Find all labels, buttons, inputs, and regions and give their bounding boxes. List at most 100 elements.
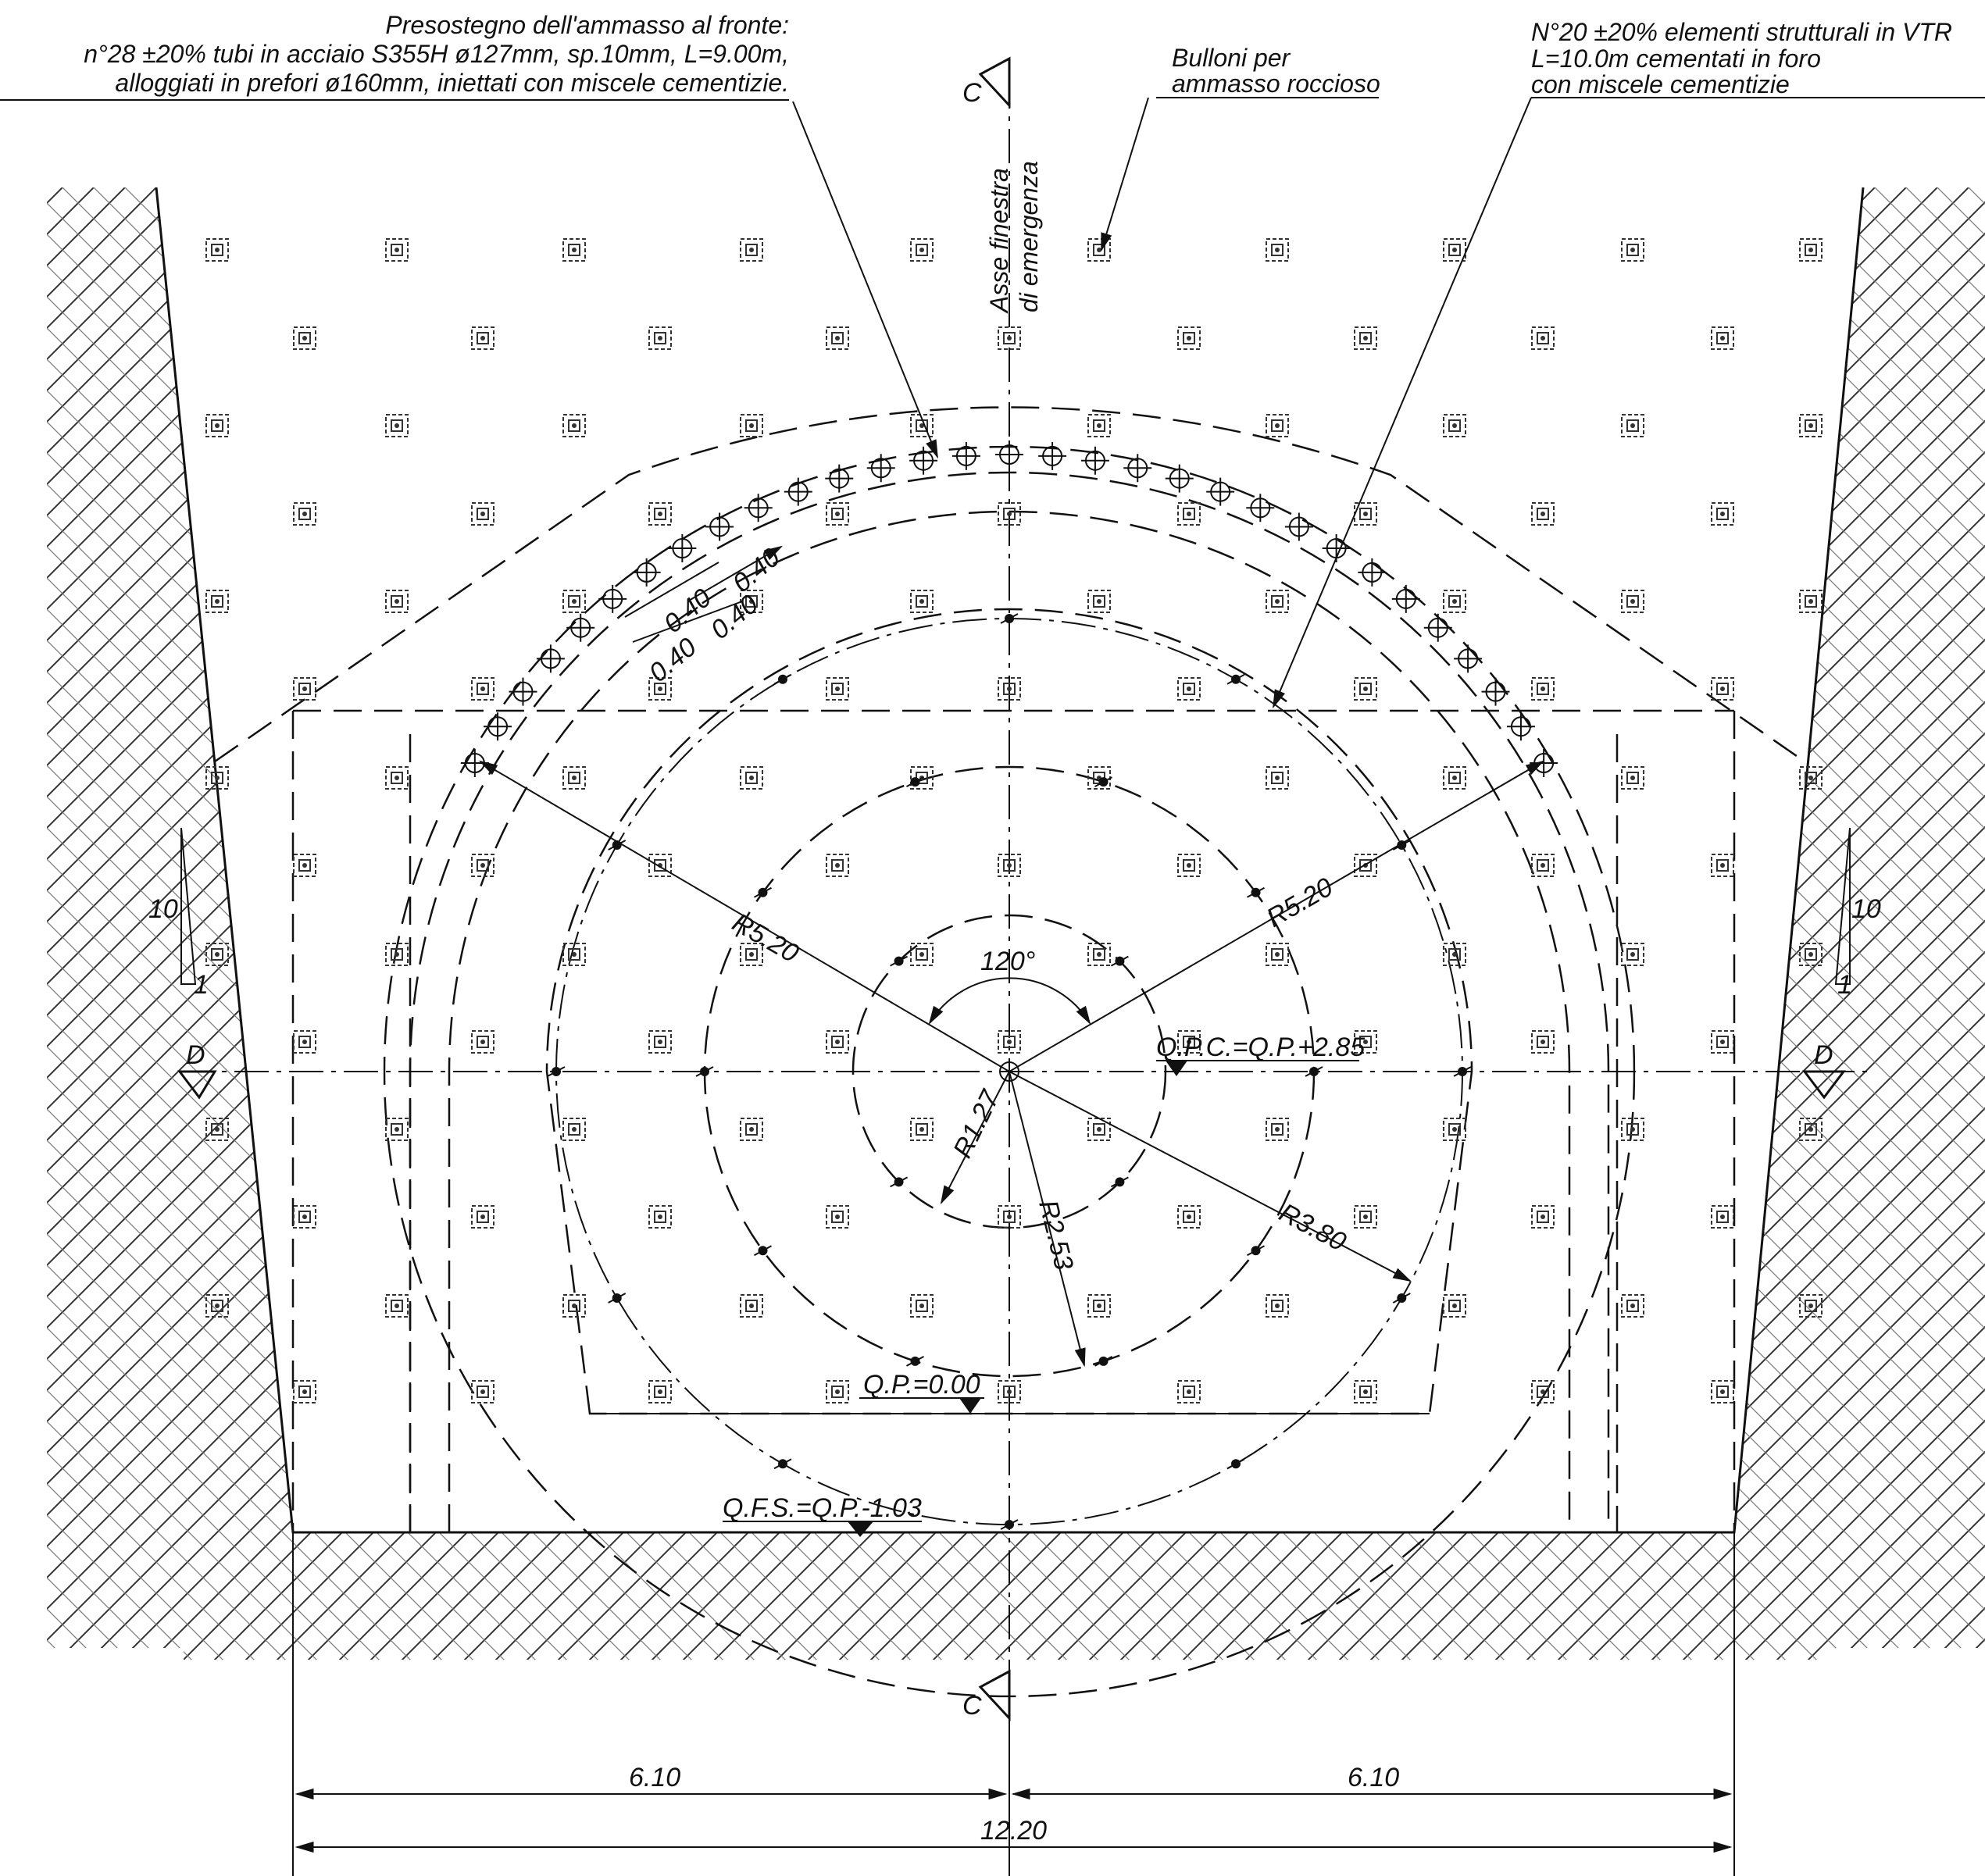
crossed-circle-icon xyxy=(536,644,565,673)
crossed-circle-icon xyxy=(705,512,734,541)
section-mark-d-left: D xyxy=(186,1040,205,1070)
bolt-square-icon xyxy=(1266,943,1289,966)
bolt-square-icon xyxy=(740,1118,763,1141)
bolt-square-icon xyxy=(740,943,763,966)
bolt-square-icon xyxy=(1087,590,1111,613)
bolt-square-icon xyxy=(998,1205,1021,1229)
bolt-square-icon xyxy=(293,1205,316,1229)
bolt-square-icon xyxy=(910,943,934,966)
bolt-square-icon xyxy=(1711,1205,1734,1229)
bolt-square-icon xyxy=(648,1205,672,1229)
bolt-square-icon xyxy=(1443,1118,1466,1141)
bolt-square-icon xyxy=(1266,590,1289,613)
axis-label-line2: di emergenza xyxy=(1015,161,1043,312)
bolt-square-icon xyxy=(562,1118,586,1141)
bolts-note-line1: Bulloni per xyxy=(1172,44,1291,72)
bolt-square-icon xyxy=(385,1118,409,1141)
bolt-square-icon xyxy=(205,590,229,613)
crossed-circle-icon xyxy=(1206,477,1235,506)
crossed-circle-icon xyxy=(484,712,512,741)
level-opc: Q.P.C.=Q.P.+2.85 xyxy=(1156,1033,1365,1062)
bolt-square-icon xyxy=(1266,766,1289,790)
vtr-elements xyxy=(547,613,1472,1530)
bolt-square-icon xyxy=(1354,1030,1377,1054)
bolt-square-icon xyxy=(1799,766,1823,790)
dot-icon xyxy=(1000,613,1019,624)
bolt-square-icon xyxy=(1799,590,1823,613)
bolt-square-icon xyxy=(385,943,409,966)
bolt-square-icon xyxy=(293,326,316,350)
bolt-square-icon xyxy=(1531,1380,1555,1403)
bolt-square-icon xyxy=(910,590,934,613)
bolt-square-icon xyxy=(1266,414,1289,437)
bolt-square-icon xyxy=(648,1380,672,1403)
vtr-note-line2: L=10.0m cementati in foro xyxy=(1531,45,1821,73)
bolt-square-icon xyxy=(1354,1380,1377,1403)
bolt-square-icon xyxy=(1354,1205,1377,1229)
dot-icon xyxy=(754,886,772,898)
dot-icon xyxy=(1392,1293,1411,1304)
crossed-circle-icon xyxy=(744,494,773,522)
bolt-square-icon xyxy=(1177,1380,1201,1403)
rock-right xyxy=(1734,187,1985,1660)
dot-icon xyxy=(547,1066,566,1077)
bolt-square-icon xyxy=(1531,1205,1555,1229)
bolt-square-icon xyxy=(385,1294,409,1318)
crossed-circle-icon xyxy=(1423,613,1452,642)
slope-rise-right: 10 xyxy=(1851,894,1881,924)
bolt-square-icon xyxy=(1443,1294,1466,1318)
bolt-square-icon xyxy=(826,1030,849,1054)
bolt-square-icon xyxy=(1621,238,1644,262)
bolt-square-icon xyxy=(1087,1118,1111,1141)
crossed-circle-icon xyxy=(509,677,537,706)
angle-label: 120° xyxy=(980,947,1035,976)
dot-icon xyxy=(1453,1066,1472,1077)
bolt-square-icon xyxy=(826,854,849,877)
bolt-square-icon xyxy=(562,1294,586,1318)
bolt-square-icon xyxy=(998,854,1021,877)
dot-icon xyxy=(1000,1519,1019,1530)
crossed-circle-icon xyxy=(566,613,595,642)
crossed-circle-icon xyxy=(995,440,1023,469)
bolt-square-icon xyxy=(562,414,586,437)
bolt-square-icon xyxy=(1177,677,1201,701)
dot-icon xyxy=(695,1066,714,1077)
dot-icon xyxy=(1226,1458,1245,1470)
section-mark-d-right: D xyxy=(1814,1040,1833,1070)
crossed-circle-icon xyxy=(1284,512,1313,541)
dimension-total: 12.20 xyxy=(980,1816,1047,1846)
bolt-square-icon xyxy=(740,1294,763,1318)
crossed-circle-icon xyxy=(909,446,938,475)
dot-icon xyxy=(1305,1066,1323,1077)
dot-icon xyxy=(1110,955,1129,967)
bolt-square-icon xyxy=(385,590,409,613)
vtr-note-line1: N°20 ±20% elementi strutturali in VTR xyxy=(1531,18,1952,46)
bolt-square-icon xyxy=(998,1030,1021,1054)
crossed-circle-icon xyxy=(598,584,627,613)
rock-floor xyxy=(293,1532,1734,1660)
crossed-circle-icon xyxy=(1530,749,1558,777)
bolt-square-icon xyxy=(1711,854,1734,877)
slope-run-left: 1 xyxy=(194,970,209,1000)
bolt-square-icon xyxy=(1799,238,1823,262)
bolt-square-icon xyxy=(1531,854,1555,877)
radius-r127: R1.27 xyxy=(948,1085,1005,1162)
crossed-circle-icon xyxy=(1165,464,1194,493)
radius-r253: R2.53 xyxy=(1033,1197,1079,1273)
bolt-square-icon xyxy=(205,414,229,437)
bolt-square-icon xyxy=(1621,414,1644,437)
bolt-square-icon xyxy=(1266,238,1289,262)
bolt-square-icon xyxy=(1087,414,1111,437)
radius-r380: R3.80 xyxy=(1274,1198,1351,1257)
bolt-square-icon xyxy=(471,854,494,877)
bolt-square-icon xyxy=(293,502,316,526)
bolt-square-icon xyxy=(648,1030,672,1054)
dot-icon xyxy=(1247,1245,1265,1257)
dot-icon xyxy=(1247,886,1265,898)
vtr-note-line3: con miscele cementizie xyxy=(1531,70,1790,98)
bolt-square-icon xyxy=(998,1380,1021,1403)
bolt-square-icon xyxy=(1531,677,1555,701)
slope-run-right: 1 xyxy=(1837,970,1852,1000)
spacing-2: 0.40 xyxy=(659,583,717,639)
